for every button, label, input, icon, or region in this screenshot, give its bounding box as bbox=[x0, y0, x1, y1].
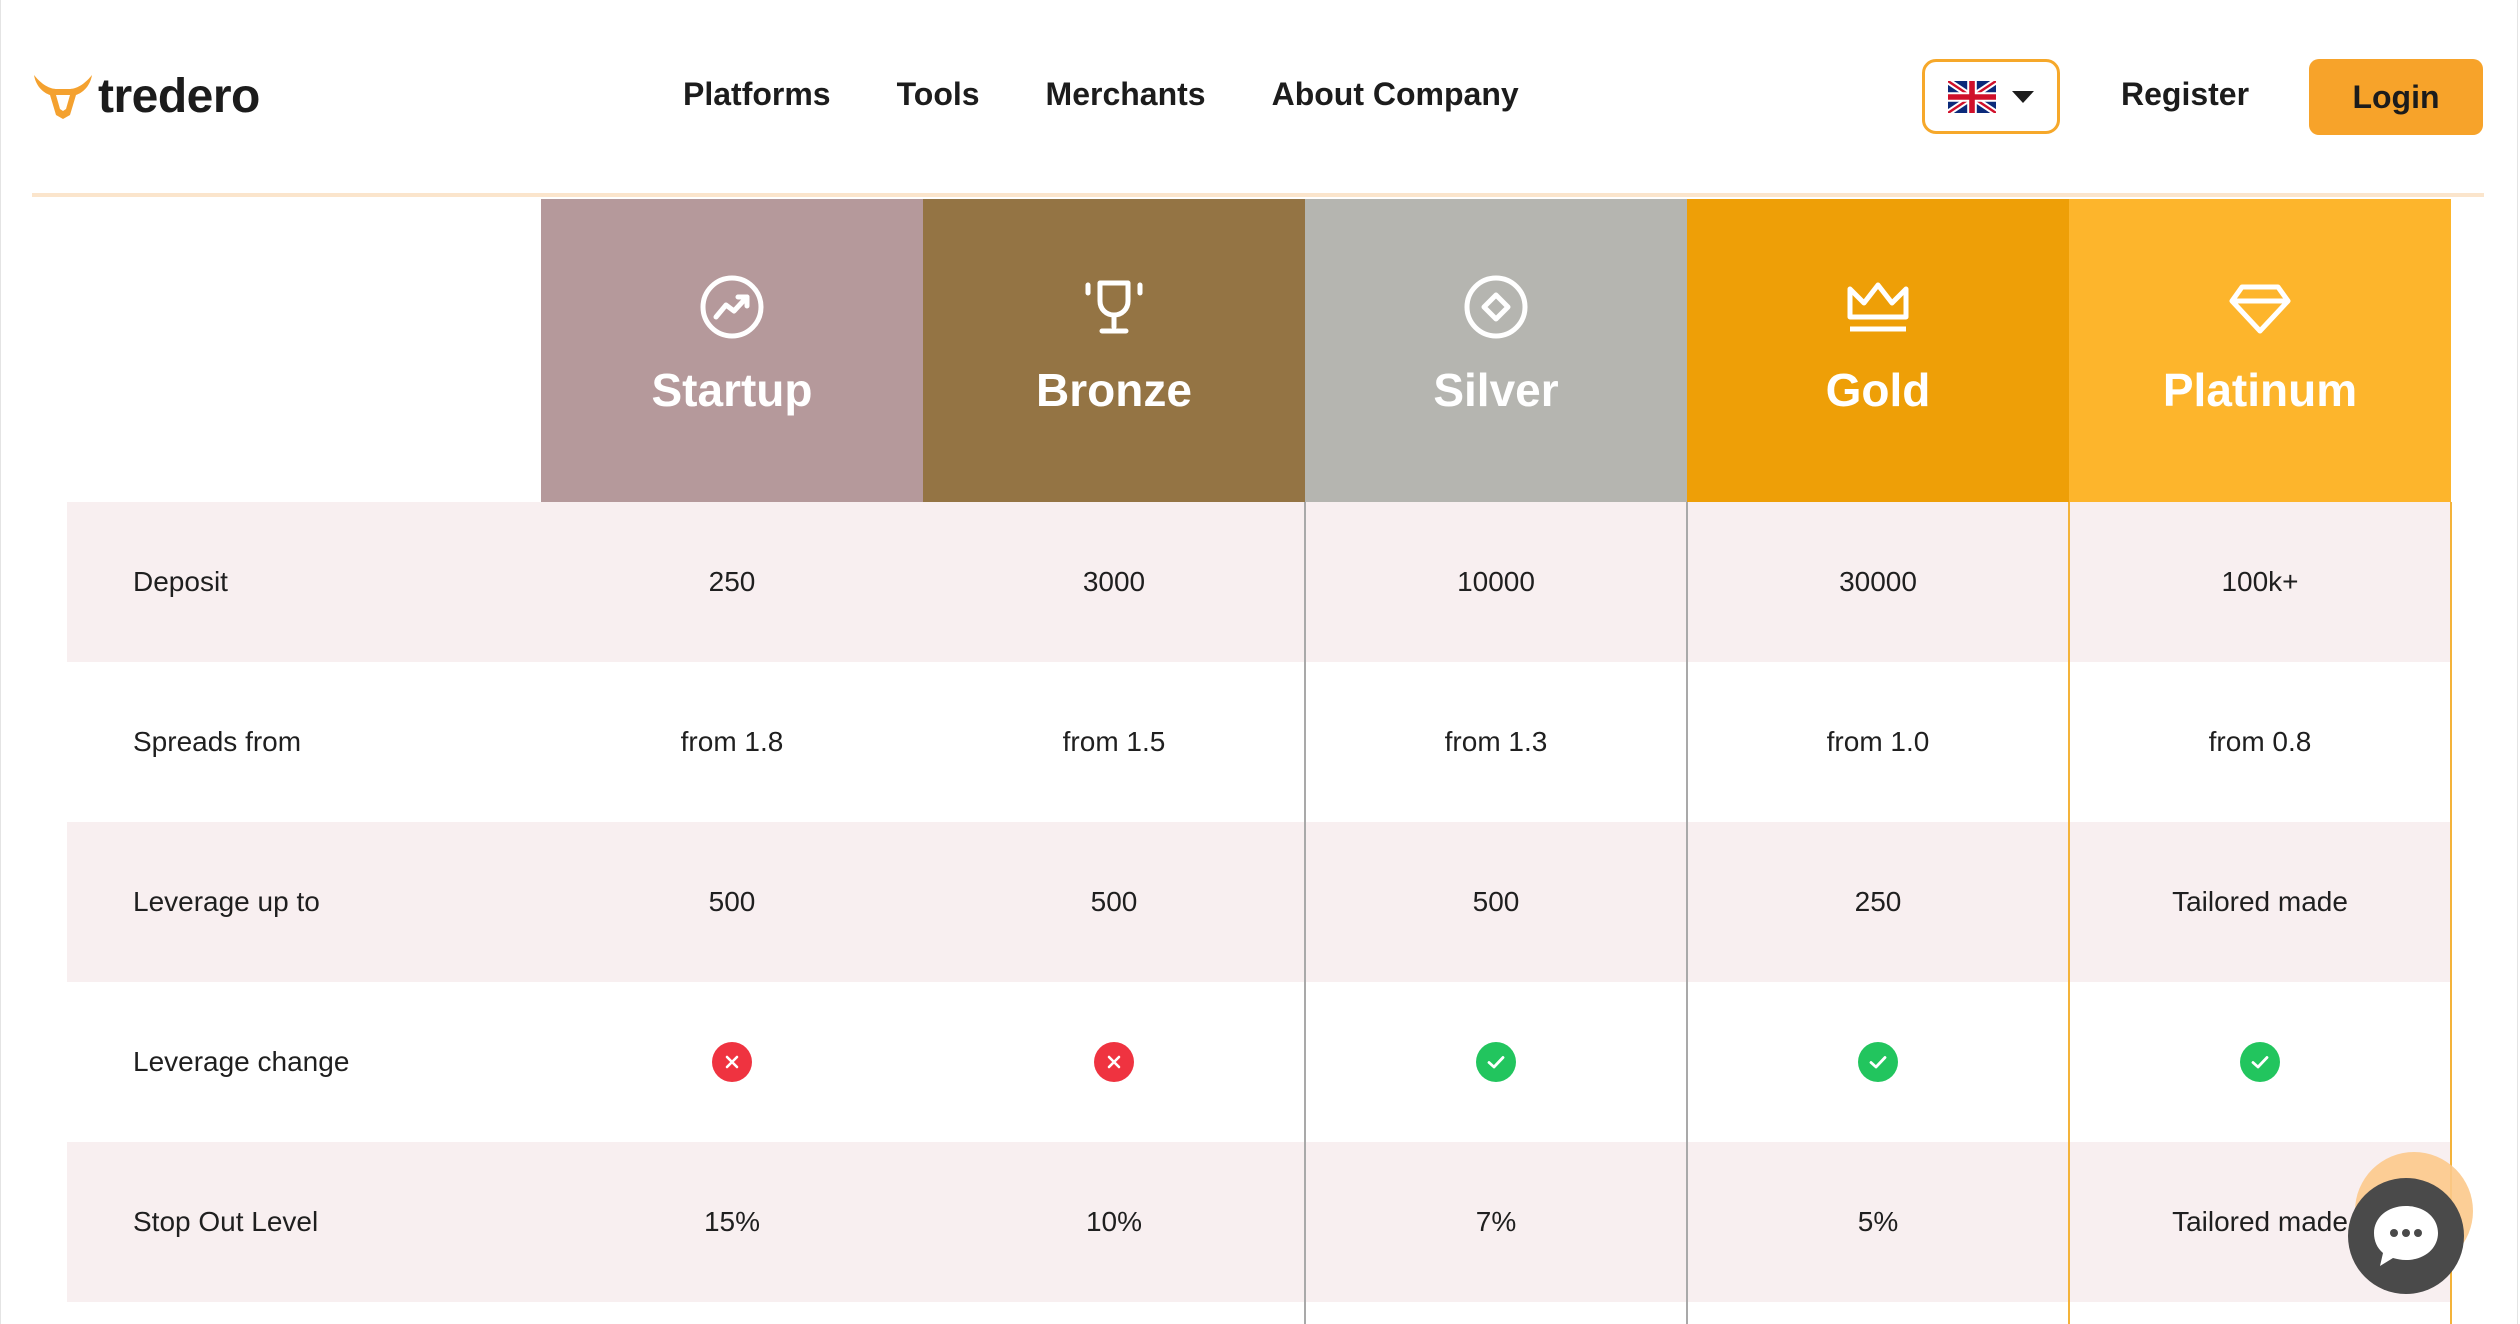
table-cell: from 1.8 bbox=[680, 726, 784, 757]
cross-icon bbox=[712, 1042, 752, 1082]
row-label: Stop Out Level bbox=[133, 1206, 319, 1237]
table-row-spreads: Spreads from from 1.8 from 1.5 from 1.3 … bbox=[67, 662, 2450, 822]
row-label: Leverage up to bbox=[133, 886, 320, 917]
table-cell: from 1.0 bbox=[1826, 726, 1930, 757]
row-label: Spreads from bbox=[133, 726, 302, 757]
bull-logo-icon bbox=[34, 75, 92, 119]
register-link[interactable]: Register bbox=[2121, 76, 2250, 112]
table-cell: 500 bbox=[1090, 886, 1138, 917]
table-cell: 15% bbox=[703, 1206, 761, 1237]
table-cell: 3000 bbox=[1082, 566, 1146, 597]
trending-up-icon bbox=[700, 275, 764, 339]
column-divider bbox=[1686, 502, 1688, 1324]
plan-header-silver: Silver bbox=[1305, 199, 1687, 502]
plan-name: Bronze bbox=[1036, 364, 1192, 416]
plan-name: Startup bbox=[651, 364, 813, 416]
table-row-stop-out: Stop Out Level 15% 10% 7% 5% Tailored ma… bbox=[67, 1142, 2450, 1302]
table-cell: 7% bbox=[1475, 1206, 1517, 1237]
crown-icon bbox=[1847, 282, 1909, 332]
chat-bubble-icon bbox=[2374, 1206, 2438, 1266]
uk-flag-icon bbox=[1948, 80, 1996, 113]
table-cell: 30000 bbox=[1839, 566, 1917, 597]
table-cell: 100k+ bbox=[2221, 566, 2299, 597]
nav-platforms[interactable]: Platforms bbox=[683, 76, 831, 112]
plan-name: Platinum bbox=[2162, 364, 2358, 416]
brand-name: tredero bbox=[98, 69, 260, 123]
plan-name: Silver bbox=[1433, 364, 1559, 416]
table-row-deposit: Deposit 250 3000 10000 30000 100k+ bbox=[67, 502, 2450, 662]
table-cell: 10000 bbox=[1457, 566, 1535, 597]
plan-name: Gold bbox=[1825, 364, 1931, 416]
table-cell: 250 bbox=[1854, 886, 1902, 917]
cross-icon bbox=[1094, 1042, 1134, 1082]
site-header: tredero Platforms Tools Merchants About … bbox=[0, 0, 2520, 195]
main-nav: Platforms Tools Merchants About Company bbox=[683, 76, 1585, 113]
table-cell bbox=[1687, 982, 2069, 1142]
table-cell: Tailored made bbox=[2172, 886, 2348, 917]
language-selector[interactable] bbox=[1922, 59, 2060, 134]
brand-logo[interactable]: tredero bbox=[32, 66, 260, 126]
diamond-circle-icon bbox=[1464, 275, 1528, 339]
table-cell: 5% bbox=[1857, 1206, 1899, 1237]
check-icon bbox=[1858, 1042, 1898, 1082]
gem-icon bbox=[2229, 284, 2291, 334]
column-divider bbox=[2068, 502, 2070, 1324]
table-row-leverage-change: Leverage change bbox=[67, 982, 2450, 1142]
table-cell: from 0.8 bbox=[2208, 726, 2312, 757]
nav-merchants[interactable]: Merchants bbox=[1045, 76, 1206, 112]
table-cell: 500 bbox=[1472, 886, 1520, 917]
table-cell: from 1.3 bbox=[1444, 726, 1548, 757]
plan-header-bronze: Bronze bbox=[923, 199, 1305, 502]
column-divider bbox=[2450, 502, 2452, 1324]
check-icon bbox=[2240, 1042, 2280, 1082]
chat-button[interactable] bbox=[2348, 1178, 2464, 1294]
table-cell: 10% bbox=[1085, 1206, 1143, 1237]
table-cell bbox=[2069, 982, 2451, 1142]
table-cell bbox=[541, 982, 923, 1142]
table-cell bbox=[923, 982, 1305, 1142]
table-cell: from 1.5 bbox=[1062, 726, 1166, 757]
plan-header-gold: Gold bbox=[1687, 199, 2069, 502]
table-cell: Tailored made bbox=[2172, 1206, 2348, 1237]
table-cell: 250 bbox=[708, 566, 756, 597]
nav-about-company[interactable]: About Company bbox=[1271, 76, 1519, 112]
nav-tools[interactable]: Tools bbox=[896, 76, 980, 112]
login-button[interactable]: Login bbox=[2309, 59, 2483, 135]
header-divider bbox=[32, 193, 2484, 197]
plan-header-platinum: Platinum bbox=[2069, 199, 2451, 502]
table-row-leverage: Leverage up to 500 500 500 250 Tailored … bbox=[67, 822, 2450, 982]
plan-header-startup: Startup bbox=[541, 199, 923, 502]
row-label: Deposit bbox=[133, 566, 228, 597]
row-label: Leverage change bbox=[133, 1046, 350, 1077]
table-cell bbox=[1305, 982, 1687, 1142]
table-cell: 500 bbox=[708, 886, 756, 917]
trophy-icon bbox=[1085, 280, 1143, 334]
column-divider bbox=[1304, 502, 1306, 1324]
chevron-down-icon bbox=[2012, 90, 2034, 103]
check-icon bbox=[1476, 1042, 1516, 1082]
